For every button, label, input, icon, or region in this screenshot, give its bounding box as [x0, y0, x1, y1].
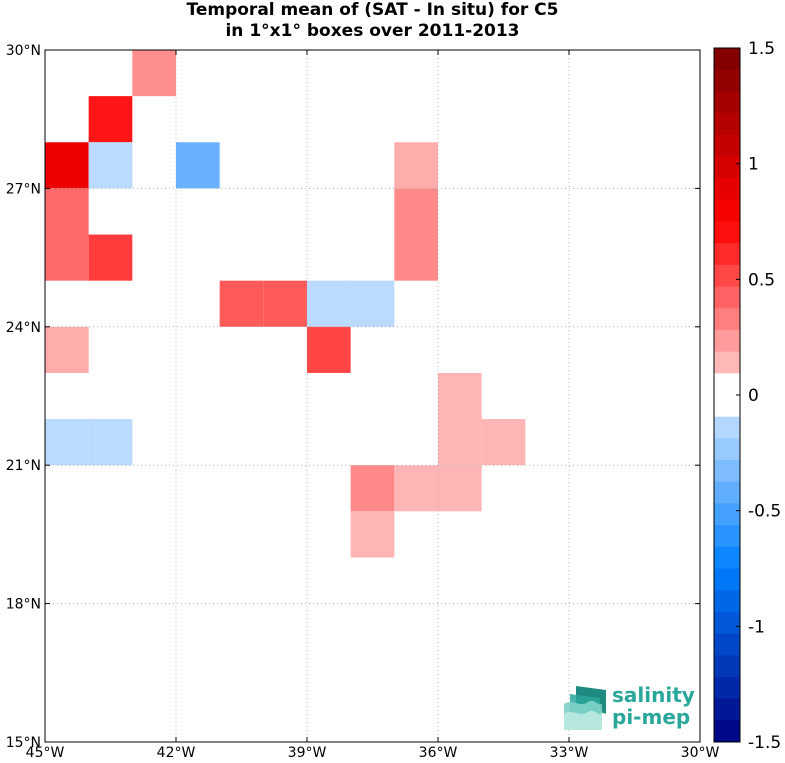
colorbar-segment	[714, 460, 740, 483]
colorbar-segment	[714, 698, 740, 721]
heatmap-cell	[394, 142, 438, 189]
x-axis: 45°W 42°W 39°W 36°W 33°W 30°W	[26, 50, 720, 761]
colorbar-segment	[714, 395, 740, 418]
heatmap-cell	[88, 96, 133, 143]
colorbar-segment	[714, 676, 740, 700]
heatmap-cell	[88, 419, 133, 466]
y-tick-label: 21°N	[6, 458, 41, 474]
colorbar-tick-label: -0.5	[748, 502, 781, 522]
logo-text-pi-mep: pi-mep	[612, 705, 691, 729]
y-axis: 15°N 18°N 21°N 24°N 27°N 30°N	[6, 43, 700, 751]
colorbar-tick-label: 0.5	[748, 270, 775, 290]
heatmap-cell	[394, 234, 438, 281]
plot-frame	[44, 49, 701, 743]
heatmap-cell	[45, 234, 89, 281]
colorbar-segment	[714, 308, 740, 331]
heatmap-cell	[88, 234, 133, 281]
heatmap-cell	[438, 465, 482, 512]
heatmap-cell	[176, 142, 220, 189]
chart-title-line-2: in 1°x1° boxes over 2011-2013	[225, 21, 520, 41]
colorbar-segment	[714, 438, 740, 461]
colorbar-segment	[714, 48, 740, 71]
y-tick-label: 18°N	[6, 597, 41, 613]
colorbar-segment	[714, 373, 740, 396]
heatmap-cell	[219, 280, 264, 327]
colorbar-segment	[714, 590, 740, 613]
grid-lines	[45, 50, 700, 742]
colorbar-segment	[714, 69, 740, 92]
colorbar-tick-label: 1.5	[748, 39, 775, 59]
colorbar-segment	[714, 243, 740, 266]
heatmap-cell	[263, 280, 307, 327]
y-tick-label: 27°N	[6, 181, 41, 197]
heatmap-cell	[481, 419, 526, 466]
colorbar-segment	[714, 525, 740, 548]
heatmap-cell	[394, 188, 438, 235]
heatmap-cell	[88, 142, 133, 189]
colorbar-segment	[714, 329, 740, 353]
colorbar-segment	[714, 416, 740, 439]
colorbar-tick-label: -1.5	[748, 733, 781, 753]
x-tick-label: 39°W	[288, 745, 327, 761]
colorbar-segment	[714, 351, 740, 374]
colorbar-segment	[714, 481, 740, 504]
x-tick-label: 33°W	[550, 745, 589, 761]
colorbar-segment	[714, 221, 740, 244]
colorbar-segment	[714, 134, 740, 157]
colorbar-segment	[714, 264, 740, 288]
x-tick-label: 30°W	[681, 745, 720, 761]
colorbar-segment	[714, 633, 740, 656]
colorbar-segment	[714, 611, 740, 635]
waves-logo-icon	[564, 686, 606, 730]
colorbar-segment	[714, 546, 740, 569]
chart-title: Temporal mean of (SAT - In situ) for C5 …	[0, 0, 745, 42]
heatmap-cell	[45, 142, 89, 189]
colorbar-segment	[714, 156, 740, 179]
x-tick-label: 45°W	[26, 745, 65, 761]
colorbar-segment	[714, 286, 740, 309]
colorbar-segment	[714, 178, 740, 201]
colorbar-tick-label: -1	[748, 617, 765, 637]
colorbar-tick-label: 0	[748, 386, 759, 406]
logo-text-salinity: salinity	[612, 683, 695, 707]
heatmap-cell	[394, 465, 438, 512]
y-tick-label: 30°N	[6, 43, 41, 59]
heatmap-cells	[45, 50, 526, 558]
colorbar-segment	[714, 91, 740, 114]
heatmap-cell	[307, 280, 351, 327]
heatmap-cell	[45, 188, 89, 235]
colorbar-segment	[714, 655, 740, 678]
colorbar-segment	[714, 113, 740, 136]
colorbar-segment	[714, 568, 740, 591]
heatmap-cell	[132, 50, 176, 97]
salinity-pi-mep-logo: salinity pi-mep	[562, 683, 695, 732]
heatmap-cell	[307, 326, 351, 373]
colorbar-segment	[714, 199, 740, 222]
colorbar: 1.5 1 0.5 0 -0.5 -1 -1.5	[713, 39, 781, 753]
heatmap-cell	[45, 419, 89, 466]
heatmap-cell	[350, 511, 395, 558]
x-tick-label: 42°W	[157, 745, 196, 761]
heatmap-cell	[350, 465, 395, 512]
chart-title-line-1: Temporal mean of (SAT - In situ) for C5	[186, 0, 559, 20]
colorbar-segment	[714, 503, 740, 526]
colorbar-segment	[714, 720, 740, 743]
heatmap-cell	[45, 326, 89, 373]
heatmap-cell	[438, 419, 482, 466]
y-tick-label: 24°N	[6, 320, 41, 336]
colorbar-tick-label: 1	[748, 155, 759, 175]
heatmap-cell	[350, 280, 395, 327]
x-tick-label: 36°W	[419, 745, 458, 761]
y-tick-label: 15°N	[6, 735, 41, 751]
heatmap-cell	[438, 372, 482, 420]
